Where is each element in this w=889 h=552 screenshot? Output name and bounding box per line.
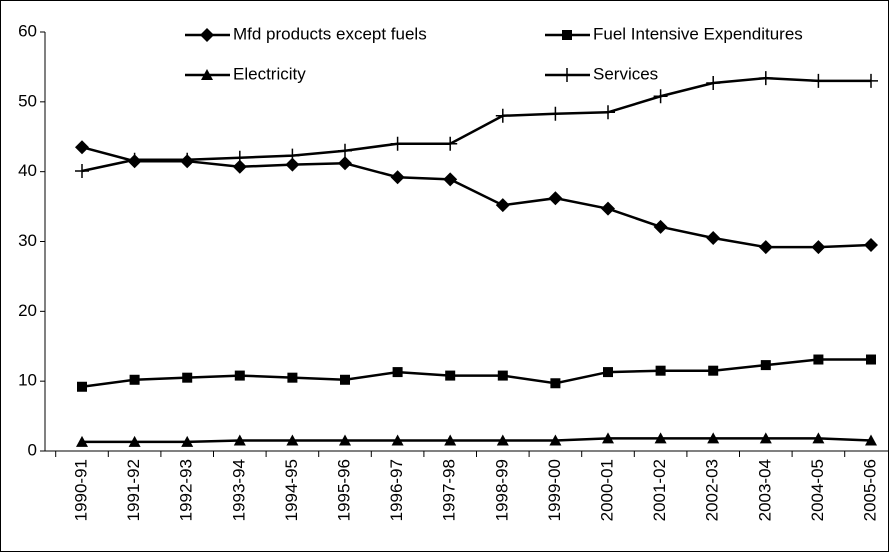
marker (232, 159, 247, 174)
marker (340, 374, 350, 385)
legend-marker (201, 69, 213, 80)
marker (708, 365, 719, 376)
x-tick-label: 1993-94 (229, 459, 248, 521)
marker (813, 354, 824, 365)
marker (287, 372, 298, 383)
marker (129, 374, 140, 385)
marker (75, 163, 89, 178)
marker (286, 434, 299, 446)
marker (495, 198, 510, 213)
x-tick-label: 1994-95 (282, 459, 301, 521)
marker (601, 201, 615, 216)
x-tick-label: 1991-92 (124, 459, 143, 521)
marker (234, 370, 245, 381)
y-tick-label: 40 (18, 161, 37, 180)
marker (181, 435, 194, 447)
x-tick-label: 1992-93 (177, 459, 196, 521)
marker (707, 432, 720, 444)
x-tick-label: 2002-03 (703, 459, 722, 521)
x-tick-label: 2003-04 (755, 459, 774, 521)
x-tick-label: 1995-96 (334, 459, 353, 521)
series-line (81, 146, 872, 249)
marker (495, 108, 510, 123)
marker (653, 89, 668, 104)
marker (654, 432, 667, 444)
marker (653, 219, 668, 234)
legend-label: Fuel Intensive Expenditures (593, 24, 803, 43)
marker (390, 170, 405, 185)
marker (233, 434, 246, 446)
marker (127, 152, 142, 167)
marker (548, 106, 563, 121)
marker (811, 240, 826, 255)
marker (339, 434, 351, 446)
marker (758, 71, 773, 86)
y-tick-label: 10 (18, 371, 37, 390)
marker (443, 136, 458, 151)
x-tick-label: 1999-00 (545, 459, 564, 521)
x-tick-label: 2004-05 (808, 459, 827, 521)
marker (338, 143, 352, 158)
marker (232, 150, 247, 165)
legend-label: Services (593, 64, 658, 83)
y-tick-label: 50 (18, 91, 37, 110)
marker (182, 372, 193, 383)
marker (77, 381, 87, 392)
marker (75, 140, 89, 155)
marker (128, 435, 141, 447)
marker (866, 354, 876, 365)
y-tick-label: 0 (28, 440, 37, 459)
marker (760, 360, 771, 371)
x-tick-label: 1990-91 (71, 459, 90, 521)
marker (549, 434, 562, 446)
x-tick-label: 2000-01 (597, 459, 616, 521)
series-line (81, 358, 871, 388)
marker (655, 365, 666, 376)
marker (444, 434, 457, 446)
marker (811, 73, 826, 88)
marker (445, 370, 456, 381)
marker (550, 378, 561, 389)
y-tick-label: 60 (18, 21, 37, 40)
x-tick-label: 1996-97 (387, 459, 406, 521)
legend-marker (560, 68, 574, 82)
marker (390, 136, 405, 151)
marker (548, 191, 563, 206)
legend-label: Electricity (233, 64, 306, 83)
marker (392, 367, 403, 378)
marker (443, 172, 458, 187)
legend-marker (562, 30, 572, 40)
y-tick-label: 30 (18, 231, 37, 250)
marker (285, 148, 300, 163)
marker (338, 156, 352, 171)
marker (864, 73, 878, 88)
marker (497, 370, 508, 381)
x-tick-label: 2005-06 (860, 459, 879, 521)
marker (601, 105, 615, 120)
marker (758, 240, 773, 255)
marker (603, 367, 613, 378)
series-line (81, 76, 871, 173)
marker (706, 75, 721, 90)
marker (496, 434, 509, 446)
marker (285, 157, 300, 172)
legend-marker (200, 28, 214, 42)
marker (865, 434, 877, 446)
marker (759, 432, 772, 444)
series-line (82, 437, 872, 444)
marker (391, 434, 404, 446)
x-tick-label: 1997-98 (440, 459, 459, 521)
x-tick-label: 2001-02 (650, 459, 669, 521)
marker (706, 231, 721, 246)
legend-label: Mfd products except fuels (233, 24, 427, 43)
y-tick-label: 20 (18, 301, 37, 320)
marker (76, 435, 88, 447)
marker (602, 432, 614, 444)
marker (864, 237, 878, 252)
marker (812, 432, 825, 444)
x-tick-label: 1998-99 (492, 459, 511, 521)
marker (180, 152, 195, 167)
